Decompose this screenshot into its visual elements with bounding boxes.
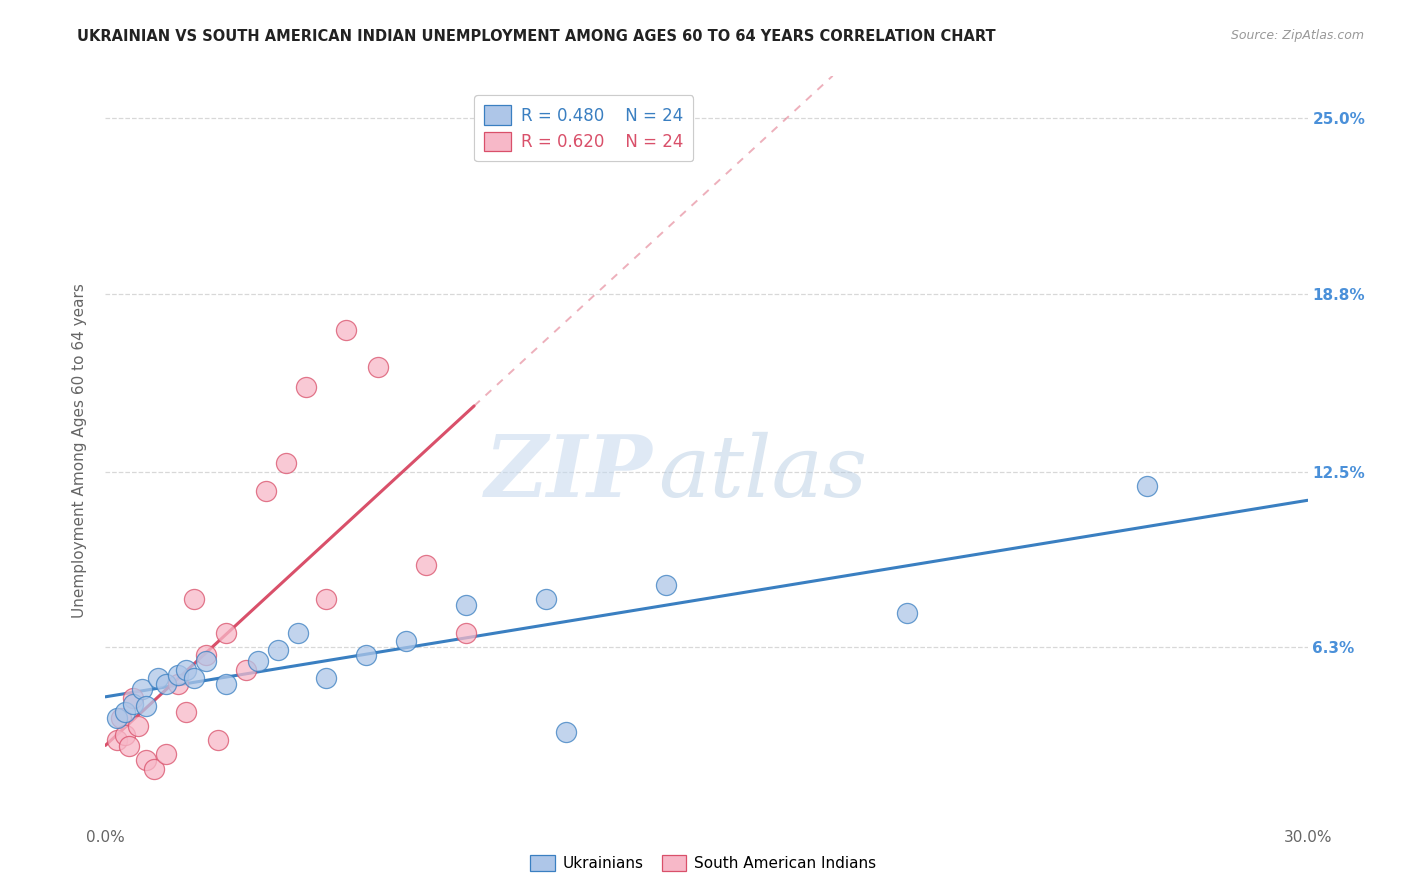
Point: [367, 359, 389, 374]
Point: [155, 747, 177, 762]
Point: [146, 671, 169, 685]
Point: [183, 671, 205, 685]
Point: [122, 697, 145, 711]
Point: [174, 705, 197, 719]
Text: UKRAINIAN VS SOUTH AMERICAN INDIAN UNEMPLOYMENT AMONG AGES 60 TO 64 YEARS CORREL: UKRAINIAN VS SOUTH AMERICAN INDIAN UNEMP…: [77, 29, 995, 45]
Point: [415, 558, 437, 572]
Point: [155, 677, 177, 691]
Point: [536, 591, 558, 606]
Y-axis label: Unemployment Among Ages 60 to 64 years: Unemployment Among Ages 60 to 64 years: [72, 283, 87, 618]
Point: [174, 663, 197, 677]
Point: [274, 456, 297, 470]
Point: [555, 724, 578, 739]
Point: [235, 663, 257, 677]
Point: [207, 733, 229, 747]
Point: [127, 719, 149, 733]
Point: [335, 323, 357, 337]
Point: [456, 625, 478, 640]
Point: [655, 578, 678, 592]
Point: [246, 654, 269, 668]
Point: [194, 654, 217, 668]
Point: [166, 668, 188, 682]
Point: [183, 591, 205, 606]
Text: atlas: atlas: [658, 432, 868, 515]
Point: [395, 634, 418, 648]
Point: [114, 728, 136, 742]
Point: [456, 598, 478, 612]
Point: [166, 677, 188, 691]
Point: [267, 642, 290, 657]
Point: [122, 690, 145, 705]
Point: [131, 682, 153, 697]
Text: ZIP: ZIP: [485, 431, 652, 515]
Point: [110, 711, 132, 725]
Point: [896, 606, 918, 620]
Point: [118, 739, 141, 753]
Point: [135, 753, 157, 767]
Point: [254, 484, 277, 499]
Legend: Ukrainians, South American Indians: Ukrainians, South American Indians: [524, 849, 882, 877]
Text: Source: ZipAtlas.com: Source: ZipAtlas.com: [1230, 29, 1364, 43]
Point: [194, 648, 217, 663]
Point: [354, 648, 377, 663]
Point: [1136, 479, 1159, 493]
Point: [315, 591, 337, 606]
Point: [135, 699, 157, 714]
Legend: R = 0.480    N = 24, R = 0.620    N = 24: R = 0.480 N = 24, R = 0.620 N = 24: [474, 95, 693, 161]
Point: [114, 705, 136, 719]
Point: [214, 677, 236, 691]
Point: [287, 625, 309, 640]
Point: [107, 711, 129, 725]
Point: [142, 762, 165, 776]
Point: [295, 380, 318, 394]
Point: [107, 733, 129, 747]
Point: [214, 625, 236, 640]
Point: [315, 671, 337, 685]
